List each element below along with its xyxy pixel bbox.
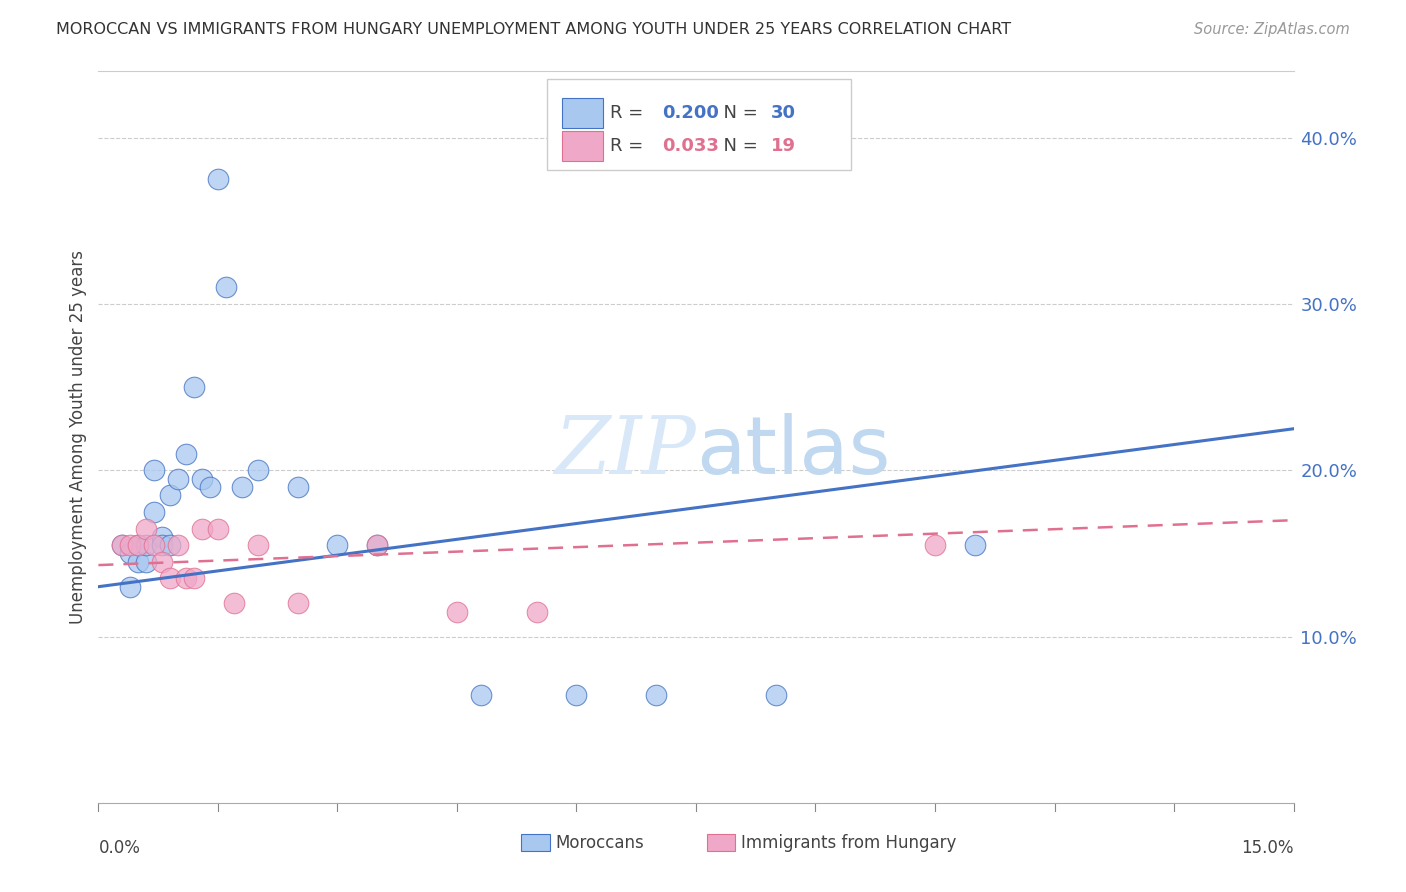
Point [167, 538, 190, 552]
Point [127, 538, 149, 552]
Text: 30: 30 [772, 104, 796, 122]
FancyBboxPatch shape [707, 833, 735, 851]
Point [246, 538, 269, 552]
Point [470, 688, 492, 702]
Point [215, 280, 238, 294]
Text: 19: 19 [772, 137, 796, 155]
Point [159, 488, 181, 502]
Text: R =: R = [610, 104, 650, 122]
Text: Source: ZipAtlas.com: Source: ZipAtlas.com [1194, 22, 1350, 37]
Text: Immigrants from Hungary: Immigrants from Hungary [741, 834, 956, 852]
Point [183, 571, 205, 585]
FancyBboxPatch shape [562, 98, 603, 128]
Point [326, 538, 349, 552]
Point [526, 605, 548, 619]
Point [565, 688, 588, 702]
Text: ZIP: ZIP [554, 413, 696, 491]
Point [174, 571, 197, 585]
Point [111, 538, 134, 552]
Point [207, 521, 229, 535]
FancyBboxPatch shape [547, 78, 852, 170]
Point [963, 538, 986, 552]
Point [159, 571, 181, 585]
Point [150, 530, 173, 544]
Text: 0.0%: 0.0% [98, 839, 141, 857]
Point [143, 538, 166, 552]
Text: 0.033: 0.033 [662, 137, 720, 155]
Y-axis label: Unemployment Among Youth under 25 years: Unemployment Among Youth under 25 years [69, 250, 87, 624]
Point [135, 521, 157, 535]
Point [287, 596, 309, 610]
Point [159, 538, 181, 552]
Point [150, 538, 173, 552]
Text: 0.200: 0.200 [662, 104, 720, 122]
Point [127, 538, 149, 552]
Point [120, 580, 142, 594]
Point [222, 596, 245, 610]
Text: R =: R = [610, 137, 650, 155]
Point [150, 555, 173, 569]
Point [765, 688, 787, 702]
Text: MOROCCAN VS IMMIGRANTS FROM HUNGARY UNEMPLOYMENT AMONG YOUTH UNDER 25 YEARS CORR: MOROCCAN VS IMMIGRANTS FROM HUNGARY UNEM… [56, 22, 1011, 37]
Point [135, 555, 157, 569]
Point [924, 538, 946, 552]
Point [366, 538, 388, 552]
Point [143, 505, 166, 519]
Text: atlas: atlas [696, 413, 890, 491]
Text: N =: N = [711, 104, 763, 122]
Point [366, 538, 388, 552]
Point [127, 555, 149, 569]
Point [198, 480, 221, 494]
FancyBboxPatch shape [522, 833, 550, 851]
FancyBboxPatch shape [562, 131, 603, 161]
Text: N =: N = [711, 137, 763, 155]
Point [174, 447, 197, 461]
Point [120, 538, 142, 552]
Point [120, 546, 142, 560]
Point [645, 688, 668, 702]
Point [246, 463, 269, 477]
Point [111, 538, 134, 552]
Point [135, 538, 157, 552]
Point [207, 172, 229, 186]
Point [167, 472, 190, 486]
Point [183, 380, 205, 394]
Point [287, 480, 309, 494]
Point [191, 521, 214, 535]
Point [446, 605, 468, 619]
Point [231, 480, 253, 494]
Point [191, 472, 214, 486]
Text: Moroccans: Moroccans [555, 834, 644, 852]
Point [143, 463, 166, 477]
Text: 15.0%: 15.0% [1241, 839, 1294, 857]
